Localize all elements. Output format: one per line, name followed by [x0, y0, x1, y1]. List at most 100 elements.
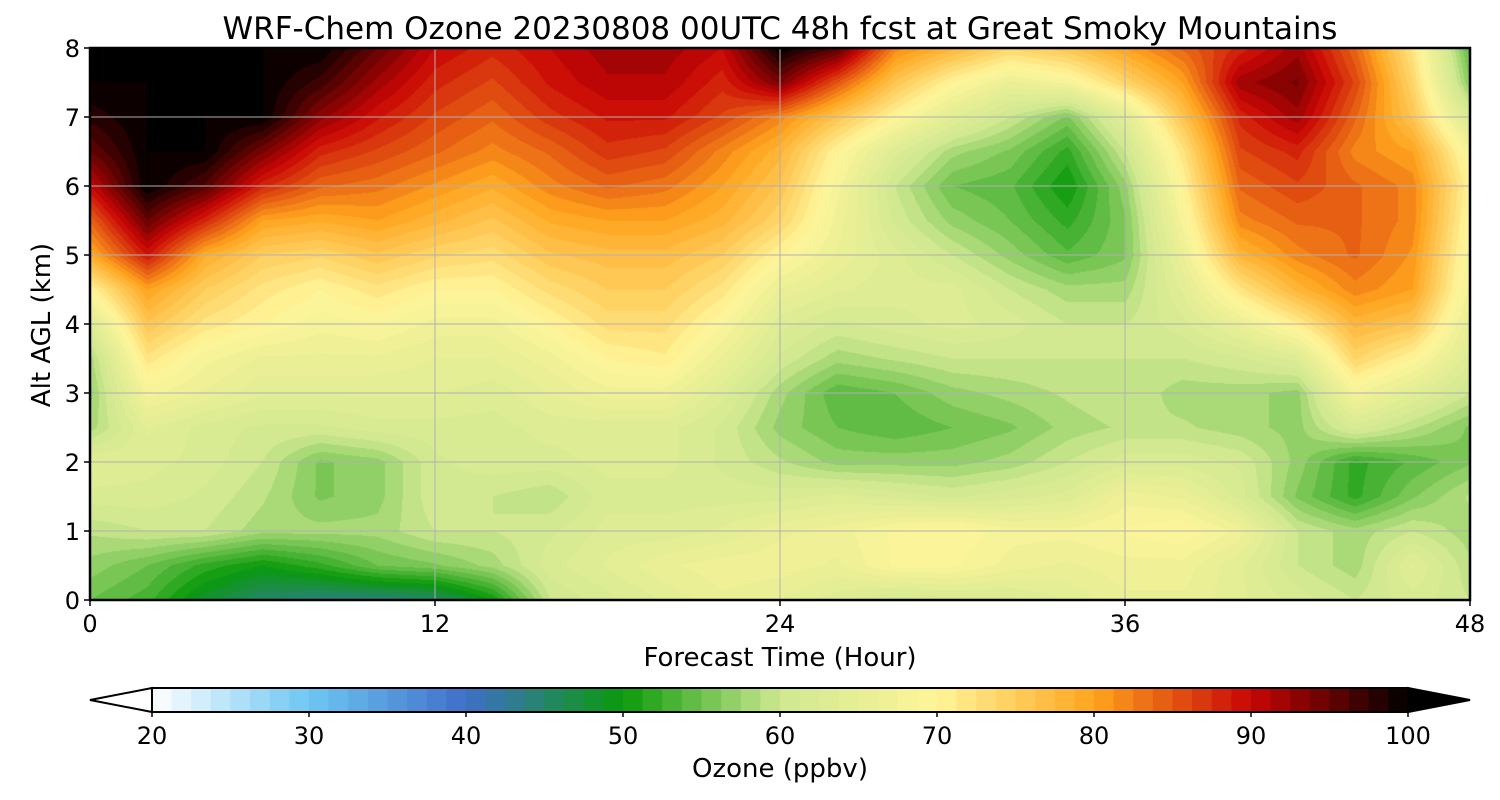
colorbar-band — [210, 688, 232, 712]
y-tick-label: 3 — [65, 380, 80, 408]
colorbar-band — [976, 688, 997, 712]
y-tick-label: 5 — [65, 242, 80, 270]
colorbar-band — [1211, 688, 1232, 712]
colorbar-band — [387, 688, 408, 712]
colorbar-band — [937, 688, 958, 712]
colorbar-band — [328, 688, 349, 712]
y-tick-label: 2 — [65, 449, 80, 477]
colorbar-band — [1113, 688, 1134, 712]
colorbar-extend-max — [1407, 686, 1471, 714]
colorbar-band — [152, 688, 173, 712]
colorbar-band — [289, 688, 310, 712]
colorbar-band — [838, 688, 860, 712]
colorbar-band — [1054, 688, 1075, 712]
colorbar-band — [681, 688, 703, 712]
y-tick-label: 1 — [65, 518, 80, 546]
colorbar-band — [1133, 688, 1154, 712]
colorbar-band — [917, 688, 938, 712]
colorbar-label: Ozone (ppbv) — [692, 754, 868, 784]
colorbar-band — [1270, 688, 1291, 712]
colorbar-band — [466, 688, 487, 712]
colorbar-band — [348, 688, 369, 712]
colorbar-band — [1368, 688, 1389, 712]
x-tick-label: 36 — [1110, 610, 1141, 638]
colorbar-band — [407, 688, 428, 712]
colorbar-band — [583, 688, 604, 712]
x-tick-label: 48 — [1455, 610, 1486, 638]
colorbar-tick-label: 70 — [922, 722, 953, 750]
colorbar-band — [1192, 688, 1213, 712]
colorbar-band — [564, 688, 585, 712]
y-tick-label: 6 — [65, 173, 80, 201]
colorbar-tick-label: 100 — [1385, 722, 1431, 750]
colorbar-band — [544, 688, 565, 712]
colorbar-band — [603, 688, 624, 712]
colorbar-band — [485, 688, 506, 712]
colorbar-band — [230, 688, 251, 712]
y-tick-label: 7 — [65, 104, 80, 132]
x-axis-label: Forecast Time (Hour) — [643, 643, 916, 673]
colorbar-band — [1152, 688, 1174, 712]
colorbar-band — [524, 688, 546, 712]
colorbar-band — [1309, 688, 1331, 712]
colorbar-band — [1172, 688, 1193, 712]
colorbar-ticks: 20 30 40 50 60 70 80 90 100 — [137, 712, 1431, 750]
grid-lines — [90, 48, 1470, 600]
y-tick-label: 8 — [65, 35, 80, 63]
colorbar-segments — [152, 688, 1409, 712]
colorbar-band — [426, 688, 447, 712]
colorbar-band — [1015, 688, 1036, 712]
colorbar-band — [623, 688, 644, 712]
y-axis-label: Alt AGL (km) — [27, 243, 57, 407]
colorbar-tick-label: 50 — [608, 722, 639, 750]
colorbar-band — [1074, 688, 1095, 712]
colorbar-band — [367, 688, 389, 712]
y-axis-ticks: 0 1 2 3 4 5 6 7 8 — [65, 35, 90, 615]
colorbar-band — [269, 688, 290, 712]
colorbar-band — [760, 688, 781, 712]
x-axis-ticks: 0 12 24 36 48 — [82, 600, 1485, 638]
colorbar-band — [446, 688, 467, 712]
colorbar-tick-label: 80 — [1079, 722, 1110, 750]
colorbar-band — [1251, 688, 1272, 712]
colorbar-band — [740, 688, 761, 712]
colorbar-band — [505, 688, 526, 712]
x-tick-label: 24 — [765, 610, 796, 638]
colorbar-band — [191, 688, 212, 712]
colorbar-tick-label: 20 — [137, 722, 168, 750]
colorbar-band — [171, 688, 192, 712]
colorbar-tick-label: 90 — [1236, 722, 1267, 750]
colorbar-band — [1094, 688, 1115, 712]
colorbar-band — [956, 688, 977, 712]
colorbar-band — [1329, 688, 1350, 712]
colorbar-band — [309, 688, 330, 712]
colorbar-band — [858, 688, 879, 712]
colorbar-tick-label: 30 — [294, 722, 325, 750]
y-tick-label: 0 — [65, 587, 80, 615]
colorbar-band — [662, 688, 683, 712]
colorbar-band — [897, 688, 918, 712]
colorbar-band — [1349, 688, 1370, 712]
colorbar-band — [250, 688, 271, 712]
colorbar-band — [1388, 688, 1409, 712]
colorbar-band — [701, 688, 722, 712]
colorbar-band — [995, 688, 1017, 712]
x-tick-label: 0 — [82, 610, 97, 638]
colorbar-band — [642, 688, 663, 712]
colorbar-band — [878, 688, 899, 712]
colorbar-band — [780, 688, 801, 712]
colorbar-band — [1231, 688, 1252, 712]
colorbar-tick-label: 40 — [451, 722, 482, 750]
colorbar-tick-label: 60 — [765, 722, 796, 750]
colorbar-band — [721, 688, 742, 712]
chart-title: WRF-Chem Ozone 20230808 00UTC 48h fcst a… — [223, 11, 1338, 47]
colorbar: 20 30 40 50 60 70 80 90 100 Ozone (ppbv) — [89, 686, 1471, 784]
colorbar-band — [1290, 688, 1311, 712]
colorbar-extend-min — [89, 686, 153, 714]
y-tick-label: 4 — [65, 311, 80, 339]
colorbar-band — [819, 688, 840, 712]
colorbar-band — [799, 688, 820, 712]
colorbar-band — [1035, 688, 1056, 712]
